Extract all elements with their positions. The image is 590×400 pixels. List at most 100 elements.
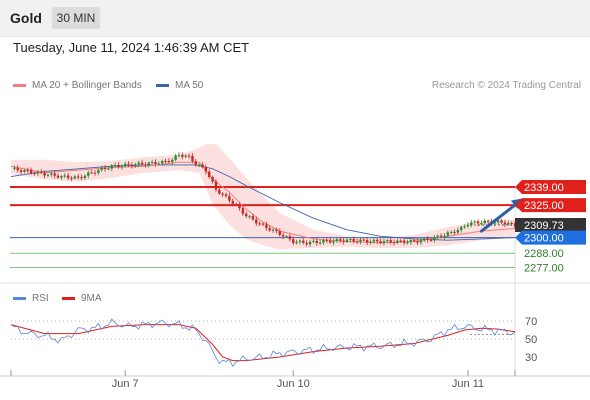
- candle-body: [83, 175, 87, 179]
- price-tag-2309.73: 2309.73: [515, 218, 586, 232]
- rsi-ma-swatch: [62, 296, 75, 300]
- candle-body: [238, 204, 241, 209]
- candle-body: [466, 224, 470, 227]
- candle-body: [426, 238, 429, 240]
- candle-body: [90, 172, 93, 174]
- legend-ma50-label: MA 50: [175, 80, 204, 91]
- candle-body: [97, 170, 100, 173]
- candle-body: [416, 241, 419, 243]
- candle-body: [120, 166, 124, 168]
- candle-body: [187, 155, 191, 157]
- candle-body: [480, 223, 483, 225]
- candle-body: [87, 172, 90, 176]
- candle-body: [503, 222, 507, 225]
- candle-body: [453, 231, 456, 233]
- candle-body: [19, 170, 23, 172]
- candle-body: [228, 195, 231, 201]
- candle-body: [456, 229, 460, 233]
- candle-body: [164, 160, 167, 162]
- timeframe-tab[interactable]: 30 MIN: [52, 7, 100, 29]
- candle-body: [77, 176, 80, 178]
- candle-body: [271, 229, 275, 231]
- candle-body: [50, 173, 53, 175]
- symbol-title: Gold: [10, 10, 42, 26]
- candle-body: [33, 173, 36, 175]
- credit-text: Research © 2024 Trading Central: [431, 80, 581, 91]
- price-tag-label: 2288.00: [524, 248, 564, 260]
- candle-body: [429, 239, 433, 241]
- candle-body: [379, 241, 382, 244]
- candle-body: [292, 239, 295, 244]
- candle-body: [335, 239, 339, 242]
- candle-body: [483, 220, 486, 224]
- candle-body: [436, 235, 439, 238]
- candle-body: [419, 240, 423, 243]
- candle-body: [510, 222, 513, 224]
- price-tag-2339.00: 2339.00: [515, 180, 586, 194]
- price-tag-2325.00: 2325.00: [515, 198, 586, 213]
- candle-body: [470, 222, 473, 225]
- candle-body: [345, 239, 349, 242]
- price-tag-label: 2309.73: [524, 220, 564, 232]
- candle-body: [214, 181, 218, 190]
- candle-body: [26, 170, 29, 172]
- candle-body: [325, 240, 329, 242]
- candle-body: [194, 161, 197, 165]
- candle-body: [134, 164, 137, 167]
- candle-body: [382, 241, 386, 244]
- candle-body: [460, 226, 463, 230]
- candle-body: [342, 240, 345, 242]
- rsi-ma-line: [10, 324, 516, 362]
- candle-body: [439, 235, 443, 237]
- candle-body: [154, 161, 157, 165]
- price-tag-label: 2325.00: [524, 200, 564, 212]
- candle-body: [500, 220, 503, 223]
- forecast-arrow: [479, 202, 519, 233]
- candle-body: [167, 160, 171, 163]
- candle-body: [13, 167, 16, 169]
- rsi-swatch: [13, 296, 26, 300]
- price-tag-bg: [515, 180, 586, 194]
- candle-body: [60, 176, 63, 178]
- candle-body: [29, 170, 33, 174]
- candle-body: [147, 162, 150, 166]
- candle-body: [261, 223, 265, 225]
- legend-ma20: MA 20 + Bollinger Bands: [13, 80, 142, 91]
- candle-body: [322, 240, 325, 243]
- candle-body: [446, 232, 449, 236]
- candle-body: [150, 161, 154, 163]
- candle-body: [103, 167, 107, 170]
- candle-body: [245, 213, 248, 217]
- candle-body: [80, 177, 83, 179]
- candle-body: [46, 174, 50, 176]
- candle-body: [352, 238, 355, 242]
- candle-body: [204, 167, 208, 172]
- candle-body: [100, 167, 103, 171]
- candle-body: [218, 189, 221, 194]
- candle-body: [463, 226, 466, 228]
- candle-body: [493, 222, 497, 224]
- candle-body: [73, 176, 77, 179]
- rsi-tick-70: 70: [525, 316, 537, 328]
- candle-body: [36, 171, 40, 174]
- price-tag-label: 2300.00: [524, 233, 564, 245]
- candle-body: [399, 240, 402, 242]
- candle-body: [413, 240, 416, 242]
- bollinger-band: [11, 144, 515, 250]
- candle-body: [275, 229, 278, 232]
- candle-body: [184, 155, 187, 157]
- candle-body: [107, 168, 110, 170]
- price-tag-label: 2339.00: [524, 182, 564, 194]
- legend-ma50: MA 50: [156, 80, 203, 91]
- candle-body: [137, 162, 140, 165]
- candle-body: [443, 235, 446, 237]
- candle-body: [473, 221, 476, 223]
- candle-body: [386, 240, 389, 242]
- candle-body: [171, 159, 174, 163]
- candle-body: [355, 241, 359, 243]
- rsi-tick-50: 50: [525, 334, 537, 346]
- candle-body: [221, 193, 224, 195]
- chart-datetime: Tuesday, June 11, 2024 1:46:39 AM CET: [13, 40, 250, 55]
- candle-body: [406, 242, 409, 244]
